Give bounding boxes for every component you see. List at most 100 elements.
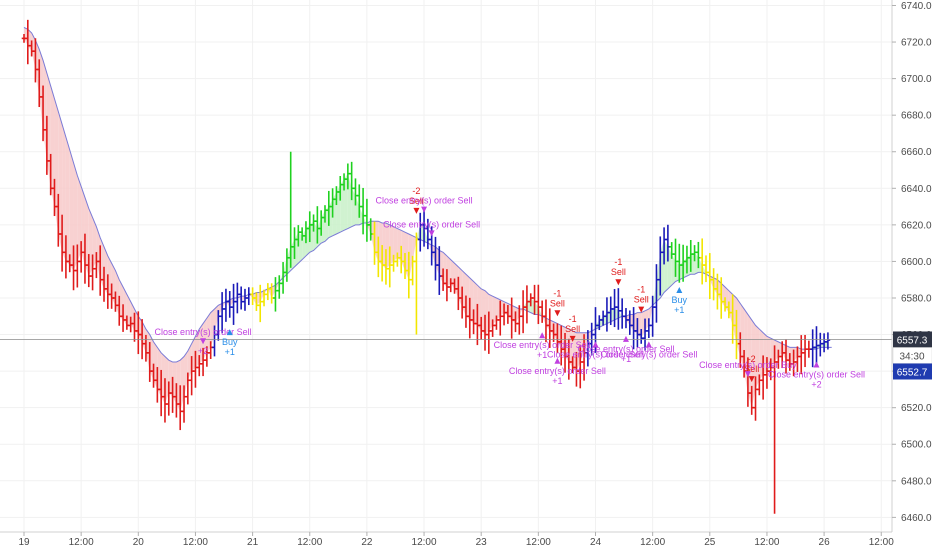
x-tick-label: 12:00 <box>297 537 322 548</box>
ma-band-segment <box>595 319 600 330</box>
ma-band-segment <box>679 261 684 280</box>
ma-band-segment <box>142 321 146 353</box>
ma-band-segment <box>458 266 463 308</box>
ma-band-segment <box>500 299 505 317</box>
ma-band-segment <box>732 294 737 344</box>
ma-band-segment <box>622 316 626 320</box>
ma-band-segment <box>298 232 303 264</box>
y-tick-label: 6740.0 <box>901 1 932 12</box>
ma-band-segment <box>168 360 173 397</box>
ma-band-segment <box>256 292 261 306</box>
ma-band-segment <box>88 208 93 277</box>
ma-band-segment <box>260 290 265 302</box>
ma-band-segment <box>92 217 97 269</box>
ma-band-segment <box>313 221 318 251</box>
ma-band-segment <box>530 297 535 315</box>
ma-band-segment <box>759 329 764 381</box>
ma-band-segment <box>686 254 691 277</box>
ma-band-segment <box>77 175 82 262</box>
ma-band-segment <box>69 149 74 271</box>
ma-band-segment <box>355 195 360 225</box>
ma-band-segment <box>629 314 634 331</box>
ma-band-segment <box>65 137 70 266</box>
close-order-arrow-icon <box>428 230 435 237</box>
x-tick-label: 12:00 <box>69 537 94 548</box>
ma-band-segment <box>408 234 413 280</box>
ma-band-segment <box>344 173 348 231</box>
x-tick-label: 12:00 <box>640 537 665 548</box>
x-tick-label: 12:00 <box>754 537 779 548</box>
ma-band-segment <box>275 281 280 291</box>
ma-band-segment <box>465 274 470 320</box>
buy-label: Buy <box>222 337 238 347</box>
last-price-value: 6557.3 <box>897 335 928 346</box>
ma-band-segment <box>431 244 436 266</box>
ma-band-segment <box>107 255 112 298</box>
close-order-qty: +2 <box>198 346 208 356</box>
ma-band-segment <box>123 287 127 326</box>
ma-band-segment <box>587 330 592 344</box>
ma-band-segment <box>271 285 276 298</box>
close-order-arrow-icon <box>622 335 629 342</box>
price-tags: 6557.3 34:30 6552.7 <box>892 331 932 380</box>
ma-band-segment <box>717 279 722 302</box>
ma-band-segment <box>264 288 268 295</box>
ma-band-segment <box>645 308 649 331</box>
ma-band-segment <box>763 332 767 375</box>
x-tick-label: 20 <box>133 537 145 548</box>
x-tick-label: 25 <box>704 537 716 548</box>
ma-band-segment <box>382 223 386 269</box>
sell-arrow-icon <box>554 310 561 317</box>
ma-band-segment <box>229 297 234 308</box>
ma-band-segment <box>702 265 706 275</box>
ma-band-segment <box>50 85 55 207</box>
ma-band-segment <box>477 285 482 331</box>
ma-band-segment <box>172 361 177 405</box>
sell-qty: -1 <box>637 285 645 295</box>
ma-band-segment <box>309 221 314 253</box>
sell-qty: -1 <box>569 314 577 324</box>
ma-band-segment <box>397 228 402 262</box>
ma-band-segment <box>481 288 486 335</box>
ma-band-segment <box>195 329 200 368</box>
ma-band-segment <box>84 197 89 277</box>
y-tick-label: 6600.0 <box>901 257 932 268</box>
ma-band-segment <box>523 301 527 311</box>
ma-band-segment <box>641 310 646 339</box>
ma-band-segment <box>389 224 394 266</box>
ma-band-segment <box>241 296 245 302</box>
close-order-label: Close entry(s) order Sell <box>376 196 473 206</box>
ma-band-segment <box>252 292 257 306</box>
ma-band-segment <box>126 294 131 326</box>
close-order-qty: +1 <box>537 350 547 360</box>
ma-band-segment <box>492 296 497 326</box>
ma-band-segment <box>648 305 653 326</box>
ma-band-segment <box>119 279 124 320</box>
ma-band-segment <box>614 307 619 320</box>
sell-label: Sell <box>611 267 626 277</box>
sell-label: Sell <box>565 324 580 334</box>
ma-band-segment <box>515 307 520 324</box>
sell-arrow-icon <box>615 279 622 286</box>
time-axis[interactable]: 19 12:00 20 12:00 21 12:00 22 12:00 23 12:00 24 12:… <box>18 532 894 548</box>
ma-band-segment <box>206 312 211 353</box>
ma-band-segment <box>580 332 585 362</box>
ma-band-segment <box>336 184 341 235</box>
countdown-value: 34:30 <box>899 351 924 362</box>
ma-band-segment <box>462 270 466 317</box>
ma-band-segment <box>62 124 66 262</box>
ma-band-segment <box>797 347 802 357</box>
close-order-label: Close entry(s) order Sell <box>509 366 606 376</box>
buy-arrow-icon <box>226 329 233 336</box>
ma-band-segment <box>572 330 577 372</box>
y-tick-label: 6520.0 <box>901 403 932 414</box>
ma-band-segment <box>683 257 687 278</box>
close-order-label: Close entry(s) order Sell <box>494 340 591 350</box>
ma-band-segment <box>328 199 333 238</box>
ma-band-segment <box>793 347 798 362</box>
ma-band-segment <box>317 217 322 247</box>
close-order-label: Close entry(s) order Sell <box>577 344 674 354</box>
ma-band-segment <box>610 307 615 322</box>
ma-band-segment <box>73 162 78 271</box>
